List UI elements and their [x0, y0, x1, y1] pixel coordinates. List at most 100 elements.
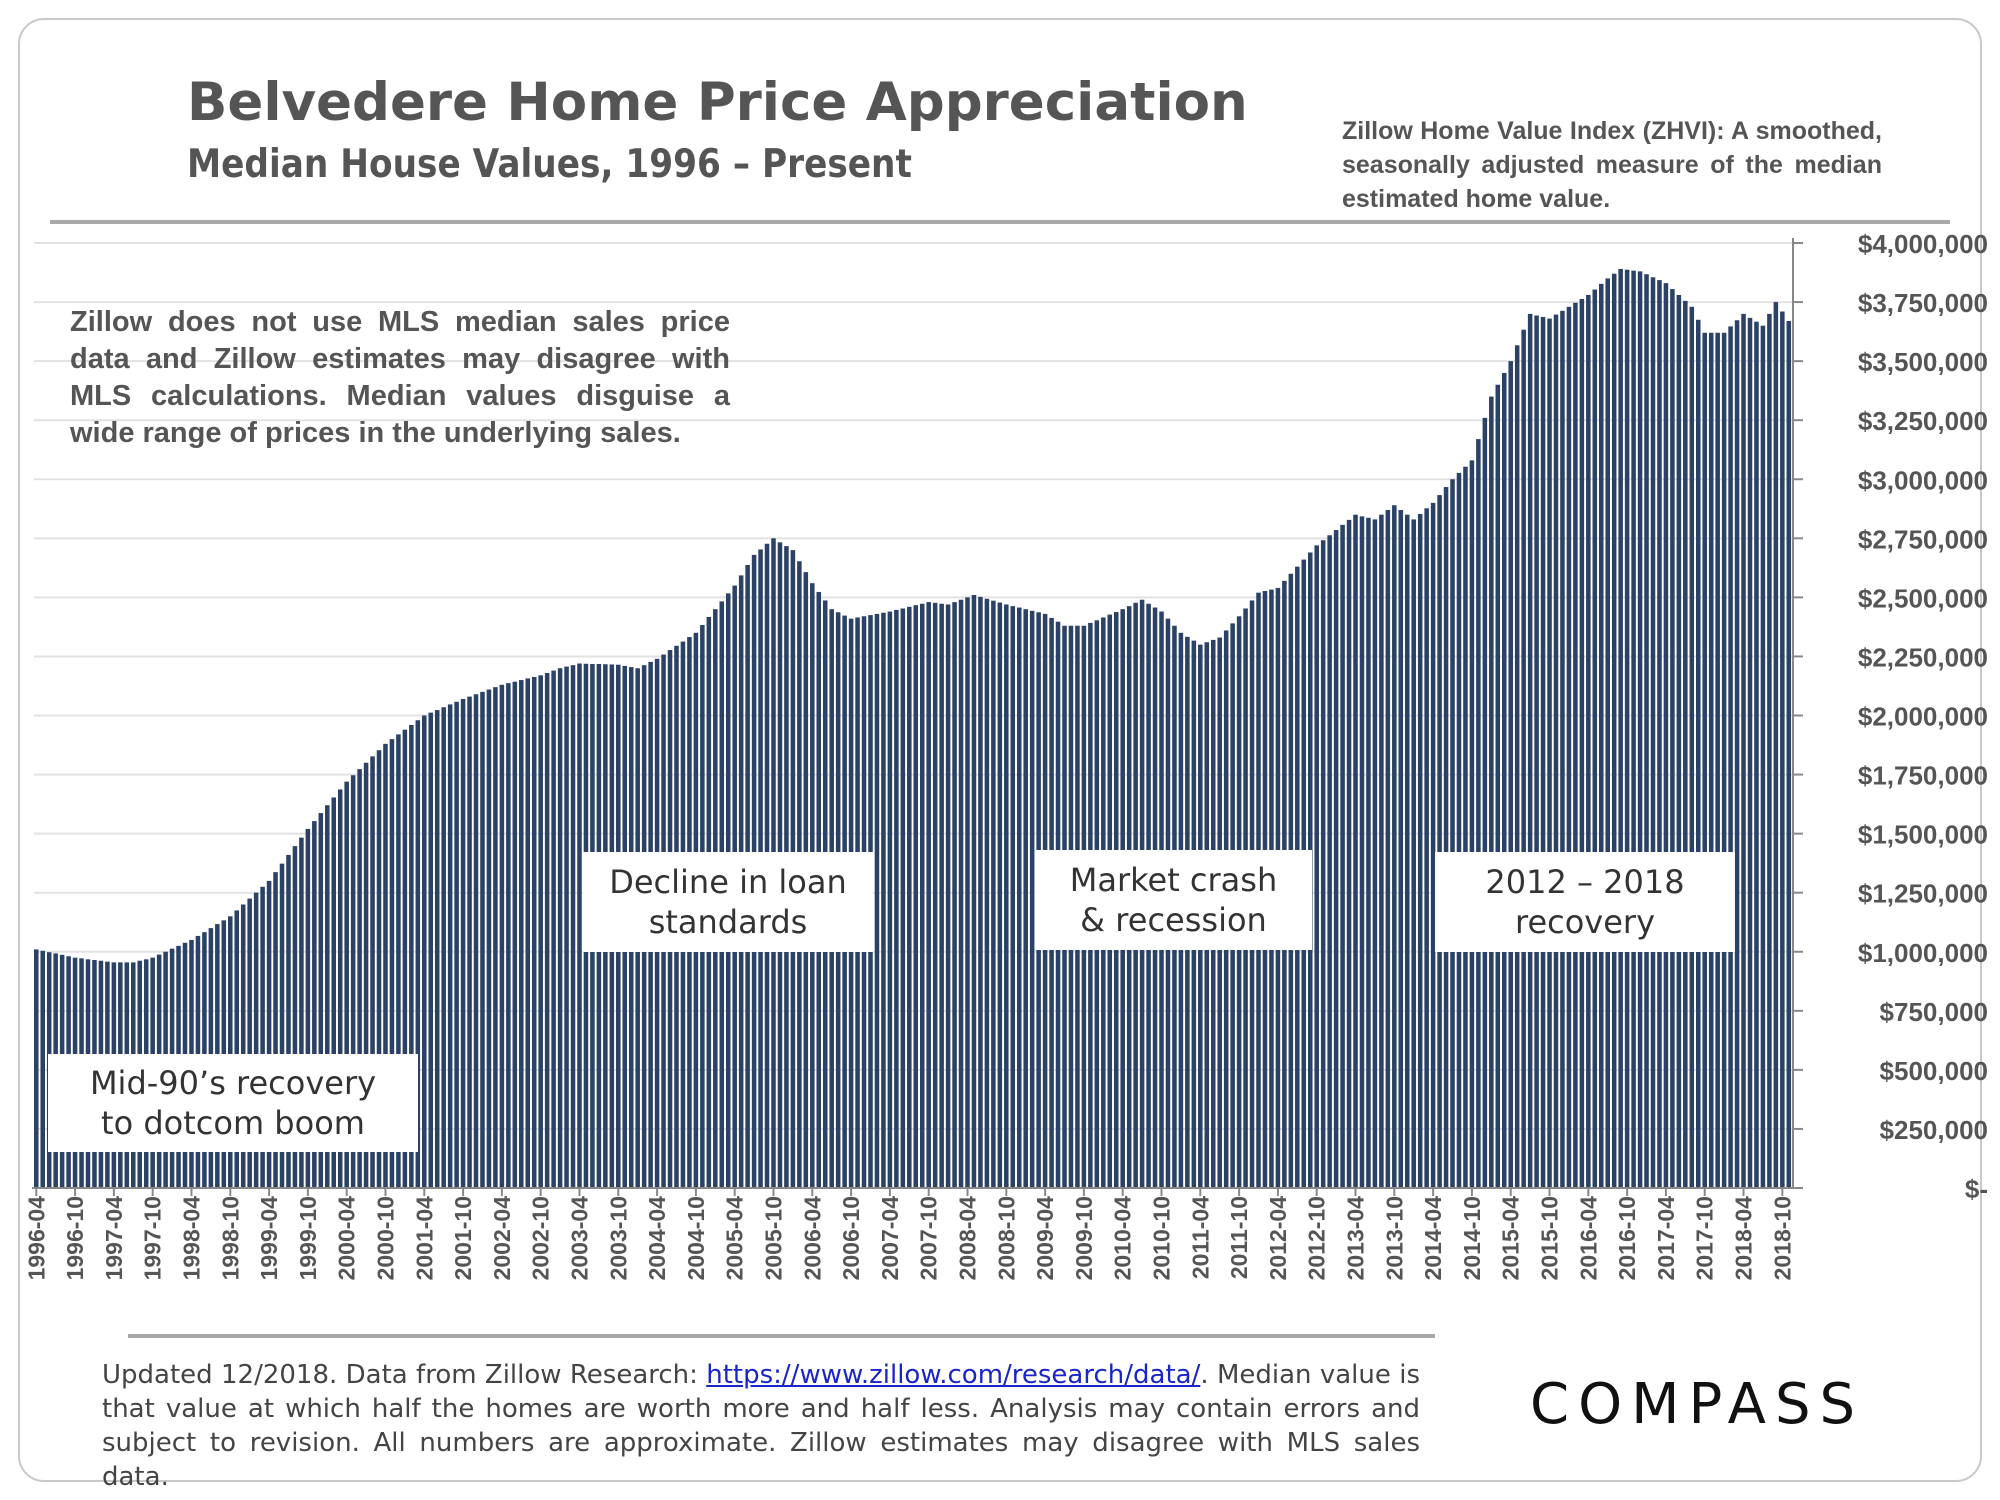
bar: [473, 694, 479, 1188]
annotation-line: Market crash: [1069, 861, 1278, 899]
x-tick-label: 2017-04: [1653, 1196, 1679, 1281]
bar: [1398, 509, 1404, 1189]
bar: [1359, 516, 1365, 1188]
bar: [1708, 332, 1714, 1188]
annotation-line: & recession: [1080, 901, 1267, 939]
x-tick-label: 2014-10: [1459, 1196, 1485, 1280]
y-tick-label: $3,000,000: [1858, 465, 1988, 495]
bar: [266, 880, 272, 1189]
y-tick-label: $3,750,000: [1858, 288, 1988, 318]
x-tick-label: 2004-04: [644, 1196, 670, 1281]
y-tick-label: $1,500,000: [1858, 820, 1988, 850]
bar: [1023, 609, 1028, 1188]
bar: [480, 691, 485, 1189]
bar: [454, 701, 459, 1188]
bar: [1663, 283, 1669, 1188]
bar: [984, 598, 990, 1188]
bar: [467, 696, 472, 1188]
x-tick-label: 2009-04: [1032, 1196, 1058, 1281]
bar: [900, 608, 906, 1188]
bar: [409, 724, 414, 1188]
x-tick-label: 1998-04: [178, 1196, 204, 1281]
y-tick-label: $2,250,000: [1858, 642, 1988, 672]
bar: [1598, 283, 1604, 1188]
bar: [396, 734, 401, 1188]
bar: [907, 606, 912, 1188]
y-tick-label: $4,000,000: [1858, 229, 1988, 259]
bar: [1566, 306, 1572, 1188]
bar: [1437, 495, 1442, 1189]
bar: [978, 596, 983, 1188]
bar: [389, 739, 395, 1189]
bar: [1411, 519, 1416, 1188]
bar: [1514, 345, 1520, 1188]
x-tick-label: 2013-04: [1343, 1196, 1369, 1281]
bar: [415, 720, 421, 1188]
bar: [376, 750, 382, 1188]
x-tick-label: 2003-04: [566, 1196, 592, 1281]
bar: [544, 672, 550, 1188]
bar: [512, 681, 518, 1188]
bar: [1469, 460, 1475, 1189]
zillow-research-link[interactable]: https://www.zillow.com/research/data/: [706, 1360, 1201, 1390]
bar: [331, 797, 337, 1188]
x-tick-label: 2012-10: [1304, 1196, 1330, 1280]
bar: [1586, 294, 1591, 1189]
y-tick-label: $500,000: [1880, 1056, 1988, 1086]
x-tick-label: 2015-04: [1498, 1196, 1524, 1281]
bar: [1456, 472, 1462, 1188]
bar: [1476, 439, 1481, 1189]
bar: [486, 689, 492, 1188]
bar: [525, 678, 531, 1188]
bar: [1702, 332, 1707, 1188]
bar: [1010, 606, 1016, 1188]
bar: [958, 599, 964, 1188]
x-tick-label: 2011-04: [1187, 1196, 1213, 1279]
bar: [1741, 313, 1746, 1189]
zhvi-definition-note: Zillow Home Value Index (ZHVI): A smooth…: [1342, 117, 1882, 213]
bar: [1592, 289, 1598, 1188]
x-tick-label: 1996-10: [62, 1196, 88, 1280]
bar: [1366, 517, 1371, 1188]
bar: [1670, 289, 1675, 1188]
bar: [991, 600, 996, 1188]
bar: [228, 916, 233, 1188]
x-tick-label: 2011-10: [1226, 1196, 1252, 1279]
annotation-mid90s-recovery: Mid-90’s recovery to dotcom boom: [48, 1054, 418, 1152]
y-tick-label: $1,750,000: [1858, 761, 1988, 791]
annotation-line: Decline in loan: [609, 863, 847, 901]
bar: [234, 910, 239, 1188]
x-tick-label: 1997-04: [101, 1196, 127, 1281]
annotation-market-crash: Market crash & recession: [1035, 850, 1312, 950]
bar: [1721, 332, 1727, 1188]
annotation-line: to dotcom boom: [101, 1104, 365, 1142]
x-tick-label: 2004-10: [683, 1196, 709, 1280]
bar: [312, 821, 317, 1188]
x-tick-label: 2001-04: [411, 1196, 437, 1281]
annotation-line: standards: [648, 903, 808, 941]
chart-y-axis: $- $250,000 $500,000 $750,000 $1,000,000 $1,2…: [1792, 229, 1988, 1204]
bar: [428, 712, 434, 1188]
chart-x-axis: 1996-04 1996-10 1997-04 1997-10 1998-04 1998-…: [23, 1187, 1795, 1281]
x-tick-label: 2008-04: [954, 1196, 980, 1281]
bar: [1573, 302, 1578, 1188]
bar: [1314, 545, 1319, 1188]
footer-note: Updated 12/2018. Data from Zillow Resear…: [102, 1358, 1420, 1494]
bar: [519, 680, 524, 1188]
compass-logo: COMPASS: [1530, 1372, 1865, 1437]
x-tick-label: 2018-10: [1769, 1196, 1795, 1280]
bar: [952, 602, 957, 1188]
x-tick-label: 2014-04: [1420, 1196, 1446, 1281]
x-tick-label: 2008-10: [993, 1196, 1019, 1280]
bar: [997, 602, 1003, 1188]
bar: [434, 710, 440, 1188]
footer-text: Updated 12/2018. Data from Zillow Resear…: [102, 1360, 707, 1390]
bar: [965, 597, 970, 1189]
footer-divider: [128, 1334, 1435, 1338]
bar: [881, 612, 886, 1188]
x-tick-label: 2010-04: [1110, 1196, 1136, 1281]
bar: [1327, 535, 1332, 1188]
x-tick-label: 1996-04: [23, 1196, 49, 1281]
bar: [34, 949, 39, 1188]
header-divider: [50, 220, 1950, 224]
